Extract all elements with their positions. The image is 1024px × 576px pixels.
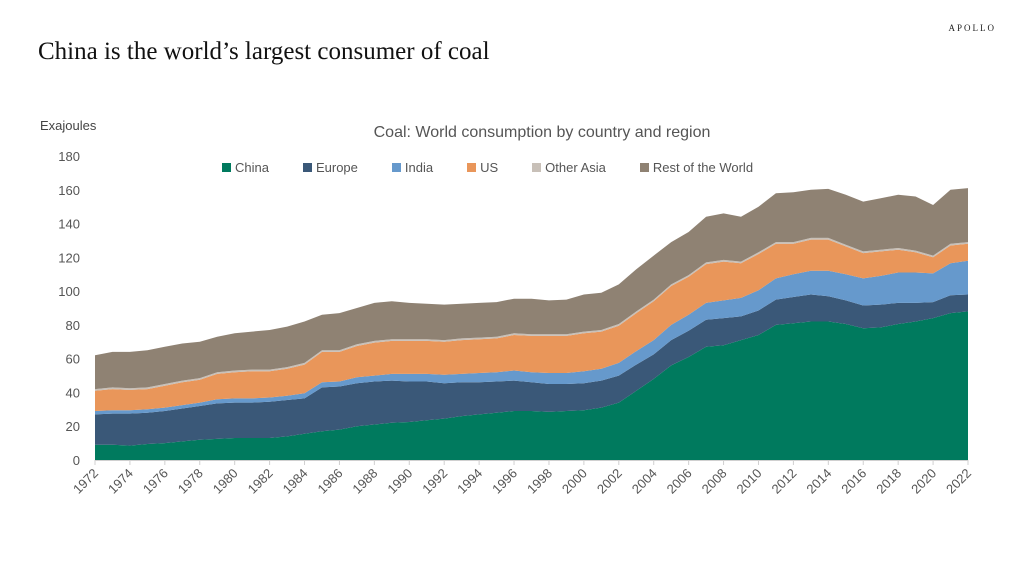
legend-swatch [532,163,542,172]
y-tick-label: 0 [73,453,80,468]
y-tick-label: 180 [58,149,80,164]
legend-item: Europe [302,160,358,175]
legend-label: Other Asia [545,160,606,175]
x-tick-label: 2008 [699,466,730,497]
legend-swatch [302,163,312,172]
y-tick-label: 100 [58,284,80,299]
x-tick-label: 1996 [489,466,520,497]
x-tick-label: 2016 [838,466,869,497]
legend-item: Rest of the World [639,160,754,175]
chart-title: Coal: World consumption by country and r… [373,124,711,141]
x-tick-label: 1972 [70,466,101,497]
y-tick-label: 20 [66,419,80,434]
legend-label: US [480,160,499,175]
legend-swatch [391,163,401,172]
legend-label: Europe [315,160,358,175]
legend-swatch [467,163,477,172]
legend-item: US [467,160,498,175]
legend-item: China [222,160,269,175]
x-tick-label: 1976 [140,466,171,497]
area-europe [95,294,968,446]
x-tick-label: 1978 [175,466,206,497]
y-axis-label: Exajoules [40,118,97,133]
x-tick-label: 2012 [768,466,799,497]
legend-label: Rest of the World [652,160,754,175]
x-tick-label: 1974 [105,466,136,497]
x-tick-label: 2010 [734,466,765,497]
y-tick-label: 40 [66,385,80,400]
legend-swatch [639,163,649,172]
area-rest-of-the-world [95,188,968,390]
area-india [95,260,968,415]
page-title: China is the world’s largest consumer of… [38,38,490,65]
x-tick-label: 1992 [419,466,450,497]
area-us [95,239,968,411]
x-tick-label: 1982 [245,466,276,497]
x-tick-label: 2014 [803,466,834,497]
y-tick-label: 80 [66,318,80,333]
x-tick-label: 1986 [315,466,346,497]
area-china [95,311,968,460]
legend-label: China [235,160,269,175]
x-tick-label: 2000 [559,466,590,497]
legend-item: Other Asia [532,160,606,175]
x-tick-label: 1998 [524,466,555,497]
x-tick-label: 1990 [384,466,415,497]
y-tick-label: 120 [58,250,80,265]
x-tick-label: 1984 [280,466,311,497]
legend-label: India [404,160,434,175]
y-tick-label: 140 [58,217,80,232]
y-tick-label: 60 [66,352,80,367]
legend-swatch [222,163,231,172]
x-tick-label: 2022 [943,466,974,497]
x-tick-label: 1994 [454,466,485,497]
apollo-logo: APOLLO [948,23,996,33]
x-tick-label: 2004 [629,466,660,497]
x-tick-label: 1988 [349,466,380,497]
x-tick-label: 2002 [594,466,625,497]
x-tick-label: 2006 [664,466,695,497]
legend-item: India [391,160,434,175]
chart-legend: China Europe India US Other Asia Rest of the … [222,160,787,175]
x-tick-label: 2018 [873,466,904,497]
y-tick-label: 160 [58,183,80,198]
x-tick-label: 1980 [210,466,241,497]
x-tick-label: 2020 [908,466,939,497]
